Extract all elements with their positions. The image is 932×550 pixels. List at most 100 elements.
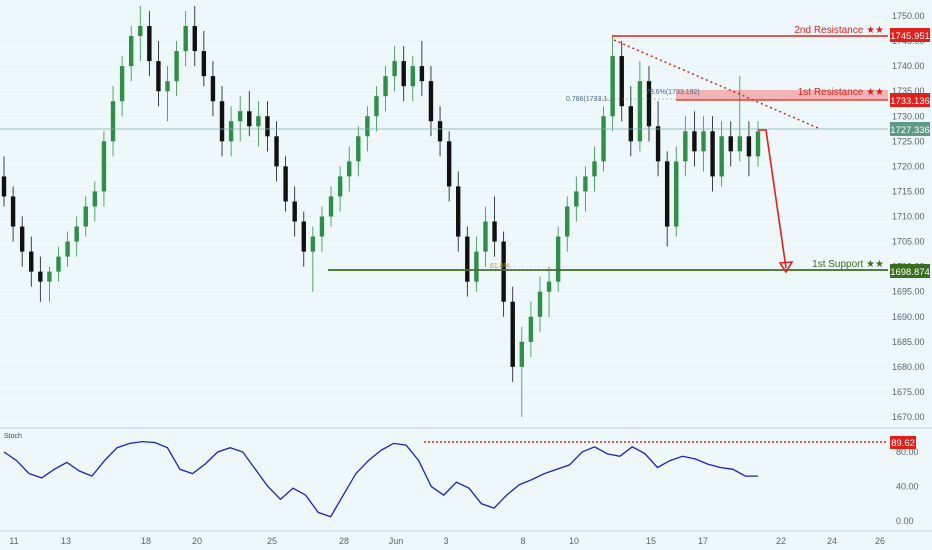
price-tick-label: 1705.00 <box>892 237 925 247</box>
candle-body <box>183 26 188 52</box>
candle-body <box>601 116 606 162</box>
candle-body <box>683 131 688 162</box>
candle-body <box>356 136 361 162</box>
candle-body <box>119 66 125 102</box>
x-tick-label: 28 <box>339 536 349 546</box>
candle-body <box>274 136 279 167</box>
price-tick-label: 1675.00 <box>892 387 925 397</box>
x-tick-label: 26 <box>875 536 885 546</box>
x-tick-label: 24 <box>827 536 837 546</box>
current-price-tag-bg <box>890 122 930 136</box>
candle-body <box>737 136 743 152</box>
candle-body <box>174 51 179 82</box>
price-tick-label: 1685.00 <box>892 337 925 347</box>
candle-body <box>210 76 216 102</box>
candle-body <box>237 111 243 122</box>
first-support-label: 1st Support ★★ <box>812 259 884 270</box>
candle-body <box>474 251 479 282</box>
x-tick-label: 8 <box>520 536 525 546</box>
candle-body <box>92 191 98 207</box>
candle-body <box>347 161 352 177</box>
price-tick-label: 1730.00 <box>892 111 925 121</box>
candle-body <box>47 271 52 282</box>
price-tick-label: 1690.00 <box>892 312 925 322</box>
candle-body <box>128 36 134 67</box>
candle-body <box>328 196 334 217</box>
stoch-tick-label: 0.00 <box>896 516 914 526</box>
candle-body <box>101 141 107 192</box>
candle-body <box>10 196 16 227</box>
x-tick-label: 3 <box>443 536 448 546</box>
fib-label-786pct: 78.6%(1733.192) <box>646 89 700 96</box>
second-resistance-label: 2nd Resistance ★★ <box>794 25 884 36</box>
grid-lines <box>0 15 888 418</box>
candle-body <box>1 176 7 197</box>
candle-body <box>156 61 161 92</box>
x-tick-label: 20 <box>192 536 202 546</box>
current-price-tag: 1727.336 <box>890 125 930 136</box>
candle-body <box>637 81 643 142</box>
candle-body <box>428 81 434 122</box>
candle-body <box>310 236 316 252</box>
candle-body <box>265 116 270 137</box>
projection-arrowhead-icon <box>778 261 794 274</box>
candle-body <box>337 176 343 197</box>
candle-body <box>392 61 397 77</box>
candle-body <box>664 161 670 227</box>
candle-body <box>437 121 443 142</box>
candle-body <box>383 76 388 97</box>
candle-body <box>655 126 661 162</box>
candle-body <box>301 221 306 252</box>
candle-body <box>674 161 679 227</box>
price-tick-label: 1720.00 <box>892 161 925 171</box>
projection-arrow-line <box>758 129 787 269</box>
x-axis: 11 13 18 20 25 28 Jun 3 8 10 15 17 22 24 26 <box>9 536 885 546</box>
price-tick-label: 1680.00 <box>892 362 925 372</box>
stoch-label: Stoch <box>4 433 22 440</box>
candle-body <box>692 131 697 152</box>
x-tick-label: 25 <box>267 536 277 546</box>
candle-body <box>710 131 715 177</box>
candlestick-series <box>1 5 761 417</box>
stoch-tick-label: 80.00 <box>896 447 919 457</box>
candle-body <box>74 226 79 242</box>
candle-body <box>519 341 525 367</box>
candle-body <box>755 131 761 157</box>
candle-body <box>574 191 579 207</box>
first-resistance-label: 1st Resistance ★★ <box>798 87 884 98</box>
stoch-tick-label: 40.00 <box>896 482 919 492</box>
stoch-level-tag-bg <box>890 436 916 449</box>
x-tick-label: 11 <box>9 536 18 546</box>
candle-body <box>256 116 261 127</box>
candle-body <box>410 66 415 87</box>
first-support-tag-bg <box>890 264 930 278</box>
x-tick-label: 22 <box>776 536 786 546</box>
candle-body <box>492 221 497 242</box>
candle-body <box>401 61 406 87</box>
candle-body <box>110 101 116 142</box>
candle-body <box>29 251 34 272</box>
candle-body <box>83 206 88 227</box>
candle-body <box>555 236 561 282</box>
candle-body <box>746 136 752 157</box>
candle-body <box>728 136 733 152</box>
stoch-level-tag: 89.62 <box>891 438 915 449</box>
candle-body <box>719 136 724 177</box>
price-tick-label: 1695.00 <box>892 287 925 297</box>
candle-body <box>319 216 325 237</box>
candle-body <box>510 301 515 367</box>
x-tick-label: 10 <box>569 536 579 546</box>
x-tick-label: 17 <box>698 536 708 546</box>
candle-body <box>56 256 61 272</box>
fib-label-0786: 0.786(1733.1... <box>566 96 613 103</box>
candle-body <box>283 166 288 202</box>
stoch-line <box>3 440 758 518</box>
second-resistance-tag: 1745.951 <box>890 31 930 42</box>
candle-body <box>38 271 43 282</box>
candle-body <box>365 116 370 137</box>
price-tick-label: 1710.00 <box>892 212 925 222</box>
candle-body <box>501 241 506 302</box>
main-pane-bg <box>0 0 888 428</box>
resistance-zone <box>676 90 888 100</box>
price-tick-label: 1750.00 <box>892 11 925 21</box>
